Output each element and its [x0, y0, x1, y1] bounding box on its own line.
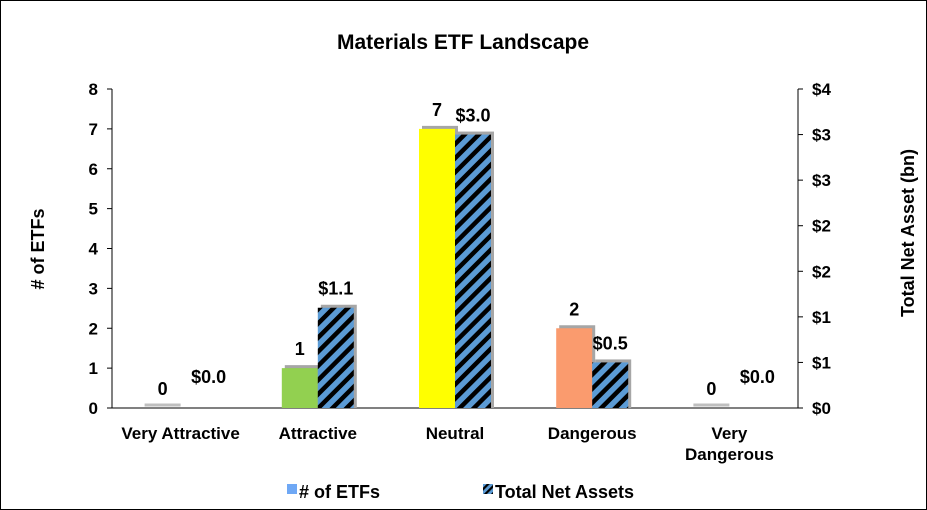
category-label: Very Attractive	[121, 424, 239, 443]
left-ticks: 0 1 2 3 4 5 6 7 8	[89, 80, 112, 418]
bar-net-assets	[317, 307, 354, 408]
data-label-net-assets: $1.1	[318, 279, 353, 299]
left-tick-label: 0	[89, 399, 98, 418]
left-axis-label: # of ETFs	[28, 208, 48, 289]
left-tick-label: 3	[89, 279, 98, 298]
data-label-net-assets: $0.5	[593, 333, 628, 353]
category-label: Attractive	[279, 424, 357, 443]
chart-title: Materials ETF Landscape	[337, 31, 589, 54]
legend-swatch-etfs	[287, 484, 297, 494]
right-axis-label: Total Net Asset (bn)	[898, 149, 918, 317]
legend-label-etfs: # of ETFs	[299, 482, 380, 502]
data-label-net-assets: $0.0	[191, 367, 226, 387]
data-label-etf-count: 1	[295, 339, 305, 359]
bar-net-assets	[455, 134, 491, 409]
category-label: Neutral	[426, 424, 485, 443]
right-tick-label: $1	[812, 353, 831, 372]
data-label-etf-count: 2	[569, 299, 579, 319]
right-tick-label: $3	[812, 126, 831, 145]
left-tick-label: 1	[89, 359, 98, 378]
category-labels: Very Attractive Attractive Neutral Dangerou…	[121, 424, 773, 464]
data-labels: 0 $0.0 1 $1.1 7 $3.0 2 $0.5 0 $0.0	[158, 100, 775, 399]
right-tick-label: $3	[812, 171, 831, 190]
left-tick-label: 5	[89, 200, 98, 219]
category-label: Very	[711, 424, 747, 443]
bars	[144, 125, 730, 409]
right-tick-label: $0	[812, 399, 831, 418]
bar-etf-count	[419, 128, 455, 408]
legend-swatch-assets	[483, 484, 493, 494]
legend: # of ETFs Total Net Assets	[287, 482, 634, 502]
right-ticks: $0 $1 $1 $2 $2 $3 $3 $4	[798, 80, 831, 418]
left-tick-label: 7	[89, 120, 98, 139]
right-tick-label: $1	[812, 308, 831, 327]
left-tick-label: 4	[89, 240, 99, 259]
left-tick-label: 2	[89, 319, 98, 338]
data-label-net-assets: $0.0	[740, 367, 775, 387]
bar-net-assets	[592, 362, 629, 408]
data-label-net-assets: $3.0	[455, 106, 490, 126]
right-tick-label: $2	[812, 262, 831, 281]
category-label: Dangerous	[685, 445, 774, 464]
right-tick-label: $2	[812, 217, 831, 236]
data-label-etf-count: 7	[432, 100, 442, 120]
data-label-etf-count: 0	[706, 379, 716, 399]
right-tick-label: $4	[812, 80, 831, 99]
left-tick-label: 8	[89, 80, 98, 99]
data-label-etf-count: 0	[158, 379, 168, 399]
category-label: Dangerous	[548, 424, 637, 443]
bar-etf-count	[281, 368, 318, 408]
bar-etf-count	[556, 328, 593, 408]
left-tick-label: 6	[89, 160, 98, 179]
legend-label-assets: Total Net Assets	[495, 482, 634, 502]
